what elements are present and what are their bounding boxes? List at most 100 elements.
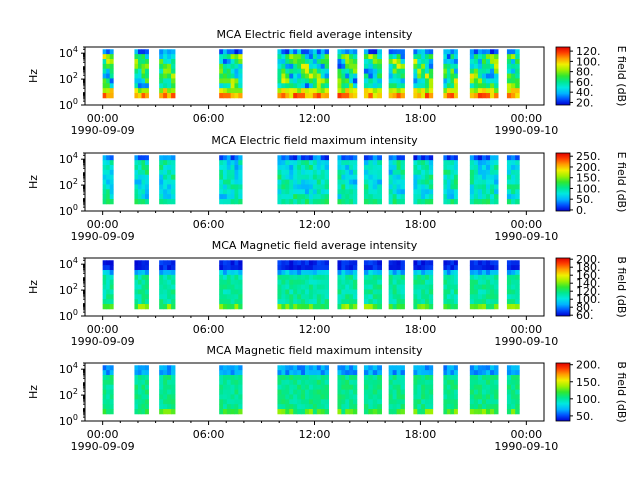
spectrogram-cell [421,299,426,305]
spectrogram-cell [308,83,314,89]
spectrogram-cell [443,88,448,94]
y-axis-label: Hz [27,69,40,83]
spectrogram-cell [421,194,426,200]
spectrogram-cell [446,160,451,166]
colorbar: 20.40.60.80.100.120. E field (dB) [555,45,628,109]
spectrogram-cell [400,265,405,271]
spectrogram-cell [167,88,172,94]
spectrogram-cell [345,155,350,161]
spectrogram-cell [417,294,422,300]
spectrogram-cell [141,169,146,176]
spectrogram-cell [320,270,326,276]
spectrogram-cell [134,169,139,176]
spectrogram-cell [443,78,448,84]
spectrogram-cell [277,299,282,305]
spectrogram-cell [222,270,228,276]
spectrogram-cell [106,93,111,99]
spectrogram-cell [477,389,483,395]
spectrogram-cell [289,174,294,180]
spectrogram-cell [285,63,290,70]
spectrogram-cell [392,379,397,386]
spectrogram-cell [511,299,516,305]
spectrogram-cell [485,59,491,65]
spectrogram-cell [450,199,455,205]
spectrogram-cell [372,165,378,171]
spectrogram-cell [388,404,394,410]
spectrogram-cell [392,274,397,281]
spectrogram-segment [443,49,458,99]
spectrogram-cell [349,284,354,290]
spectrogram-cell [163,399,168,405]
spectrogram-cell [368,174,374,180]
spectrogram-cell [281,265,286,271]
spectrogram-cell [277,379,282,386]
spectrogram-cell [352,279,358,285]
colorbar-tick-label: 50. [576,193,594,206]
spectrogram-cell [102,279,107,285]
spectrogram-cell [469,194,475,200]
spectrogram-cell [285,73,290,79]
spectrogram-cell [481,394,487,400]
spectrogram-cell [219,93,224,99]
spectrogram-cell [392,189,397,195]
spectrogram-cell [219,260,224,266]
spectrogram-cell [341,399,346,405]
spectrogram-cell [477,49,483,55]
spectrogram-cell [159,375,164,381]
spectrogram-cell [159,179,164,185]
spectrogram-cell [171,294,176,300]
spectrogram-cell [234,404,239,410]
spectrogram-cell [324,174,330,180]
spectrogram-cell [167,294,172,300]
spectrogram-cell [345,265,350,271]
spectrogram-cell [106,399,111,405]
spectrogram-cell [450,365,455,371]
spectrogram-cell [304,165,310,171]
spectrogram-cell [219,199,224,205]
spectrogram-cell [301,394,306,400]
spectrogram-cell [477,375,483,381]
spectrogram-cell [506,375,512,381]
spectrogram-cell [226,260,232,266]
spectrogram-cell [297,284,302,290]
spectrogram-cell [363,199,369,205]
spectrogram-cell [171,78,176,84]
spectrogram-cell [171,274,176,281]
spectrogram-cell [297,260,302,266]
spectrogram-cell [167,160,172,166]
spectrogram-cell [453,399,458,405]
spectrogram-cell [219,59,224,65]
spectrogram-cell [141,78,146,84]
spectrogram-cell [230,284,235,290]
spectrogram-cell [102,299,107,305]
spectrogram-cell [443,59,448,65]
spectrogram-cell [145,88,149,94]
spectrogram-cell [453,289,458,295]
spectrogram-cell [494,160,499,166]
spectrogram-cell [400,54,405,60]
spectrogram-cell [312,284,318,290]
spectrogram-cell [349,83,354,89]
spectrogram-cell [301,49,306,55]
spectrogram-cell [285,49,290,55]
spectrogram-cell [413,375,418,381]
spectrogram-cell [450,194,455,200]
spectrogram-cell [392,169,397,176]
spectrogram-cell [421,379,426,386]
spectrogram-cell [428,365,434,371]
spectrogram-cell [293,399,298,405]
colorbar-tick-label: 100. [576,55,601,68]
spectrogram-cell [428,78,434,84]
spectrogram-cell [320,68,326,74]
spectrogram-cell [238,93,243,99]
spectrogram-cell [396,289,401,295]
spectrogram-cell [477,194,483,200]
spectrogram-cell [450,274,455,281]
spectrogram-cell [222,384,228,390]
spectrogram-cell [421,174,426,180]
spectrogram-cell [392,83,397,89]
spectrogram-cell [159,384,164,390]
spectrogram-cell [396,169,401,176]
spectrogram-cell [453,155,458,161]
spectrogram-cell [289,199,294,205]
